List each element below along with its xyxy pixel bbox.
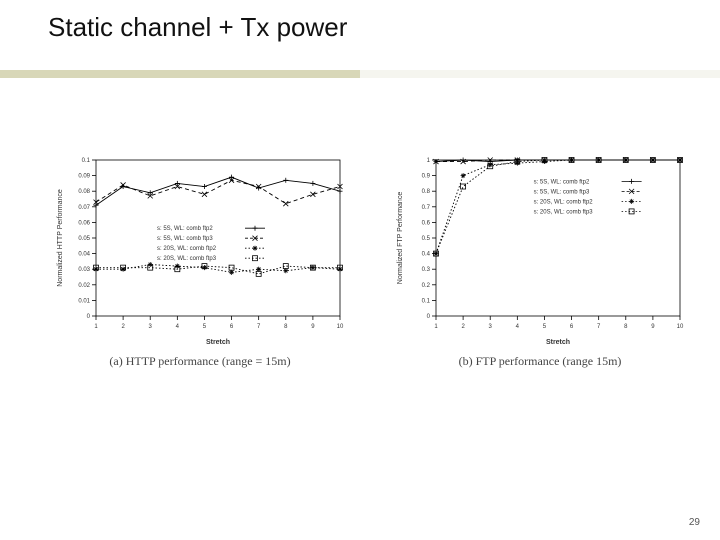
svg-text:0.2: 0.2 (422, 283, 431, 289)
svg-text:1: 1 (427, 158, 431, 164)
svg-text:0.04: 0.04 (78, 252, 90, 258)
svg-text:8: 8 (284, 324, 288, 330)
svg-text:0.02: 0.02 (78, 283, 90, 289)
svg-text:1: 1 (94, 324, 98, 330)
svg-text:0.03: 0.03 (78, 267, 90, 273)
svg-text:2: 2 (121, 324, 125, 330)
svg-text:0.07: 0.07 (78, 205, 90, 211)
page-title: Static channel + Tx power (0, 0, 720, 43)
svg-text:Stretch: Stretch (206, 339, 230, 346)
ftp-performance-chart: 1 2 3 4 5 6 7 8 9 10 0 0.1 0.2 0.3 0.4 0.5 0.6 0.7 0.8 0.9 1… (390, 150, 690, 350)
svg-text:0: 0 (427, 314, 431, 320)
svg-text:0.7: 0.7 (422, 205, 431, 211)
svg-text:4: 4 (516, 324, 520, 330)
svg-text:0.3: 0.3 (422, 267, 431, 273)
chart-left-cell: 1 2 3 4 5 6 7 8 9 10 0 0.01 0.02 0.03 0.04 0.05 0.06 0.07… (50, 150, 350, 369)
svg-text:3: 3 (149, 324, 153, 330)
svg-text:0.9: 0.9 (422, 174, 431, 180)
svg-text:0.05: 0.05 (78, 236, 90, 242)
chart-right-caption: (b) FTP performance (range 15m) (390, 354, 690, 369)
svg-text:5: 5 (203, 324, 207, 330)
svg-text:Normalized FTP Performance: Normalized FTP Performance (397, 192, 404, 285)
svg-text:9: 9 (651, 324, 655, 330)
chart-right-cell: 1 2 3 4 5 6 7 8 9 10 0 0.1 0.2 0.3 0.4 0.5 0.6 0.7 0.8 0.9 1… (390, 150, 690, 369)
svg-text:2: 2 (461, 324, 465, 330)
svg-text:s: 5S, WL: comb ftp3: s: 5S, WL: comb ftp3 (157, 236, 213, 242)
charts-row: 1234567891000.010.020.030.040.050.060.07… (50, 150, 690, 369)
svg-text:0.8: 0.8 (422, 189, 431, 195)
svg-text:s: 5S, WL: comb ftp2: s: 5S, WL: comb ftp2 (534, 179, 590, 185)
svg-text:7: 7 (597, 324, 601, 330)
http-performance-chart: 1 2 3 4 5 6 7 8 9 10 0 0.01 0.02 0.03 0.04 0.05 0.06 0.07… (50, 150, 350, 350)
svg-text:10: 10 (677, 324, 684, 330)
svg-text:9: 9 (311, 324, 315, 330)
svg-text:8: 8 (624, 324, 628, 330)
svg-text:0.5: 0.5 (422, 236, 431, 242)
svg-text:6: 6 (570, 324, 574, 330)
svg-text:s: 20S, WL: comb ftp3: s: 20S, WL: comb ftp3 (157, 256, 217, 262)
svg-text:0.6: 0.6 (422, 220, 431, 226)
svg-text:7: 7 (257, 324, 261, 330)
svg-text:Normalized HTTP Performance: Normalized HTTP Performance (57, 189, 64, 287)
svg-text:s: 5S, WL: comb ftp3: s: 5S, WL: comb ftp3 (534, 189, 590, 195)
svg-text:6: 6 (230, 324, 234, 330)
svg-text:0.4: 0.4 (422, 252, 431, 258)
svg-text:1: 1 (434, 324, 438, 330)
svg-text:Stretch: Stretch (546, 339, 570, 346)
title-divider (0, 70, 720, 78)
chart-left-caption: (a) HTTP performance (range = 15m) (50, 354, 350, 369)
svg-text:0: 0 (87, 314, 91, 320)
svg-text:s: 5S, WL: comb ftp2: s: 5S, WL: comb ftp2 (157, 226, 213, 232)
svg-text:0.06: 0.06 (78, 220, 90, 226)
svg-text:0.08: 0.08 (78, 189, 90, 195)
svg-text:0.09: 0.09 (78, 174, 90, 180)
svg-text:0.1: 0.1 (82, 158, 91, 164)
svg-text:5: 5 (543, 324, 547, 330)
svg-text:4: 4 (176, 324, 180, 330)
page-number: 29 (689, 517, 700, 528)
svg-text:0.1: 0.1 (422, 298, 431, 304)
svg-text:s: 20S, WL: comb ftp2: s: 20S, WL: comb ftp2 (534, 199, 594, 205)
svg-text:3: 3 (489, 324, 493, 330)
svg-text:0.01: 0.01 (78, 298, 90, 304)
svg-text:10: 10 (337, 324, 344, 330)
svg-text:s: 20S, WL: comb ftp2: s: 20S, WL: comb ftp2 (157, 246, 217, 252)
svg-text:s: 20S, WL: comb ftp3: s: 20S, WL: comb ftp3 (534, 209, 594, 215)
